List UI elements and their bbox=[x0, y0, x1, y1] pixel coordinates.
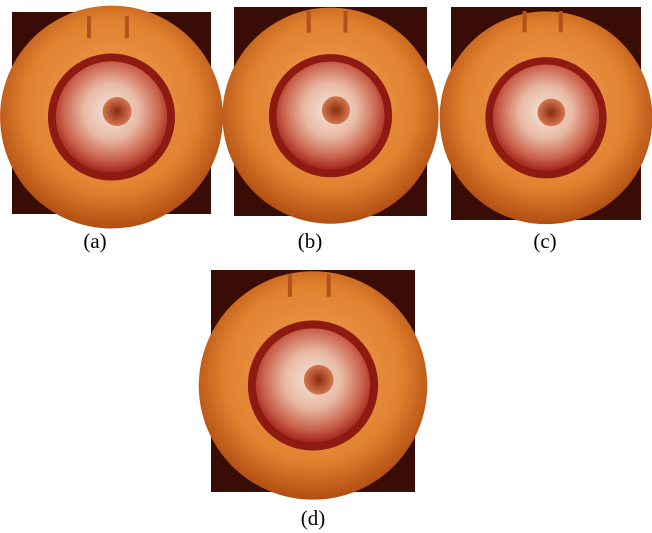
headstamp-mark bbox=[327, 274, 331, 297]
headstamp-mark bbox=[288, 274, 292, 297]
panel-label: (a) bbox=[83, 229, 106, 253]
panel-label: (d) bbox=[301, 506, 326, 530]
headstamp-mark bbox=[307, 11, 311, 33]
firing-pin-mark bbox=[322, 96, 350, 124]
headstamp-mark bbox=[125, 16, 129, 38]
headstamp-mark bbox=[559, 11, 563, 32]
figure: (a) (b) (c) (d) bbox=[0, 0, 652, 533]
panel-image bbox=[440, 7, 652, 224]
headstamp-mark bbox=[523, 11, 527, 32]
firing-pin-mark bbox=[537, 99, 565, 127]
panel-image bbox=[0, 6, 223, 229]
firing-pin-mark bbox=[304, 365, 334, 395]
panel-label: (b) bbox=[298, 229, 323, 253]
firing-pin-mark bbox=[103, 97, 132, 126]
panel-label: (c) bbox=[533, 229, 556, 253]
headstamp-mark bbox=[87, 16, 91, 38]
headstamp-mark bbox=[343, 11, 347, 33]
panel-image bbox=[222, 7, 438, 224]
panel-image bbox=[199, 270, 427, 500]
